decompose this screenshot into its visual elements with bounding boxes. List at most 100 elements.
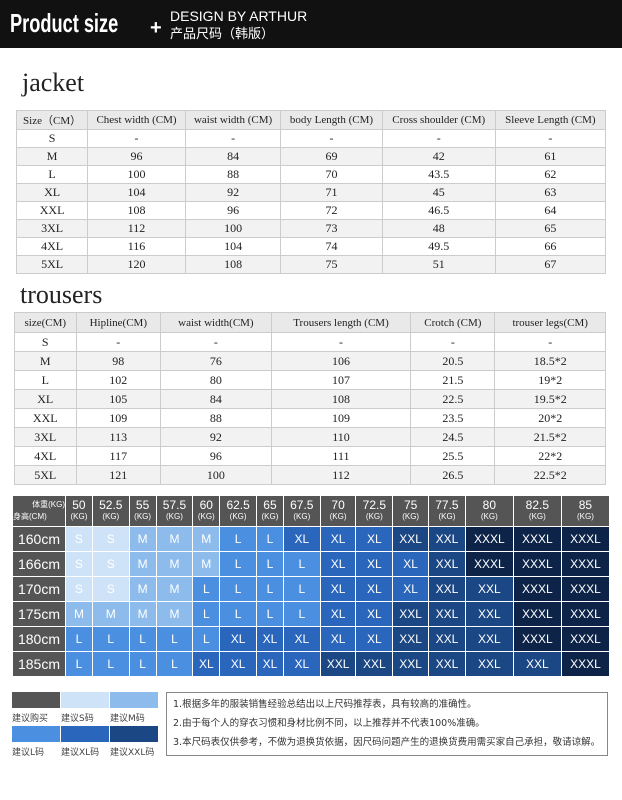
note: 1.根据多年的服装销售经验总结出以上尺码推荐表，具有较高的准确性。 — [173, 699, 477, 710]
size-cell: XXL — [429, 577, 465, 601]
weight-header: 80 (KG) — [465, 496, 513, 526]
table-cell: 73 — [280, 219, 383, 238]
table-cell: 42 — [381, 147, 496, 166]
size-cell: L — [92, 652, 129, 676]
table-row: 3XL 112 100 73 48 65 — [15, 219, 607, 238]
legend-swatch — [12, 726, 60, 742]
table-cell: 111 — [270, 446, 412, 466]
table-cell: 102 — [75, 370, 162, 390]
weight-value: 65 — [263, 498, 277, 512]
size-cell: L — [220, 527, 257, 551]
table-cell: 20.5 — [410, 351, 496, 371]
table-cell: 112 — [87, 219, 186, 238]
fit-recommendation-grid: 体重(KG) 身高(CM) 50 (KG) 52.5 (KG) 55 (KG) 57.5 (KG)… — [12, 495, 610, 677]
table-cell: 117 — [75, 446, 162, 466]
size-cell: S — [92, 577, 129, 601]
table-row: L 102 80 107 21.5 19*2 — [14, 370, 606, 390]
size-cell: XXXL — [513, 552, 561, 576]
table-cell: 25.5 — [410, 446, 496, 466]
size-cell: XXL — [513, 652, 561, 676]
height-row: 166cm S S M M M L L L XL XL XL XXL XXXL XXXL XXXL — [13, 552, 609, 576]
table-cell: 108 — [184, 255, 282, 274]
banner-title: Product size — [10, 8, 119, 38]
table-cell: 88 — [160, 408, 272, 428]
table-cell: S — [15, 129, 89, 148]
table-cell: 104 — [184, 237, 282, 256]
weight-unit: (KG) — [438, 512, 456, 521]
table-cell: 121 — [75, 465, 162, 485]
size-cell: XL — [257, 627, 283, 651]
weight-value: 77.5 — [435, 498, 459, 512]
table-cell: 80 — [160, 370, 272, 390]
table-cell: XL — [14, 389, 77, 409]
size-cell: XL — [356, 627, 393, 651]
table-cell: 100 — [87, 165, 186, 184]
size-cell: XXXL — [561, 552, 609, 576]
column-header: waist width(CM) — [160, 312, 272, 333]
weight-header: 82.5 (KG) — [513, 496, 561, 526]
weight-unit: (KG) — [197, 512, 215, 521]
size-cell: M — [129, 552, 156, 576]
table-cell: 84 — [184, 147, 282, 166]
size-cell: L — [257, 552, 283, 576]
column-header: waist width (CM) — [184, 110, 282, 130]
table-cell: - — [381, 129, 496, 148]
table-cell: 69 — [280, 147, 383, 166]
size-cell: XXL — [356, 652, 393, 676]
trousers-title: trousers — [20, 280, 103, 309]
weight-header: 70 (KG) — [320, 496, 356, 526]
size-cell: XXL — [393, 627, 429, 651]
weight-header: 75 (KG) — [393, 496, 429, 526]
size-cell: M — [129, 602, 156, 626]
weight-unit: (KG) — [365, 512, 383, 521]
weight-value: 50 — [72, 498, 86, 512]
height-header: 180cm — [13, 627, 65, 651]
size-cell: M — [193, 527, 220, 551]
size-cell: XXXL — [561, 627, 609, 651]
header-banner: Product size + DESIGN BY ARTHUR 产品尺码（韩版） — [0, 0, 622, 48]
table-cell: - — [494, 129, 607, 148]
table-row: XL 105 84 108 22.5 19.5*2 — [14, 389, 606, 409]
size-cell: XXXL — [561, 577, 609, 601]
table-cell: 88 — [184, 165, 282, 184]
table-cell: - — [75, 332, 162, 352]
table-cell: - — [280, 129, 383, 148]
size-cell: L — [92, 627, 129, 651]
height-header: 160cm — [13, 527, 65, 551]
legend-label: 建议购买 — [12, 714, 49, 724]
table-cell: L — [15, 165, 89, 184]
table-cell: 113 — [75, 427, 162, 447]
legend-swatch — [110, 726, 158, 742]
table-row: 5XL 120 108 75 51 67 — [15, 255, 607, 274]
jacket-size-table: Size（CM） Chest width (CM) waist width (CM)… — [15, 110, 607, 274]
table-cell: 43.5 — [381, 165, 496, 184]
weight-header: 62.5 (KG) — [220, 496, 257, 526]
table-cell: 67 — [494, 255, 607, 274]
weight-header: 55 (KG) — [129, 496, 156, 526]
size-cell: XL — [320, 627, 356, 651]
table-cell: 116 — [87, 237, 186, 256]
size-cell: XXXL — [561, 652, 609, 676]
size-cell: XXL — [429, 652, 465, 676]
table-cell: 22.5*2 — [494, 465, 606, 485]
axis-corner: 体重(KG) 身高(CM) — [13, 496, 65, 526]
table-cell: 51 — [381, 255, 496, 274]
table-cell: 104 — [87, 183, 186, 202]
size-cell: S — [92, 552, 129, 576]
size-cell: XL — [193, 652, 220, 676]
size-cell: L — [220, 577, 257, 601]
table-row: S----- — [14, 332, 606, 352]
height-row: 160cm S S M M M L L XL XL XL XXL XXL XXXL XXXL XXXL — [13, 527, 609, 551]
table-cell: 110 — [270, 427, 412, 447]
table-cell: 109 — [270, 408, 412, 428]
trousers-size-table: size(CM) Hipline(CM) waist width(CM) Trouse… — [14, 312, 606, 485]
weight-header: 72.5 (KG) — [356, 496, 393, 526]
height-header: 185cm — [13, 652, 65, 676]
legend-swatch — [12, 692, 60, 708]
table-cell: - — [270, 332, 412, 352]
weight-header: 67.5 (KG) — [283, 496, 320, 526]
weight-value: 67.5 — [290, 498, 314, 512]
size-cell: L — [257, 602, 283, 626]
table-row: 4XL 116 104 74 49.5 66 — [15, 237, 607, 256]
size-cell: XXXL — [465, 527, 513, 551]
